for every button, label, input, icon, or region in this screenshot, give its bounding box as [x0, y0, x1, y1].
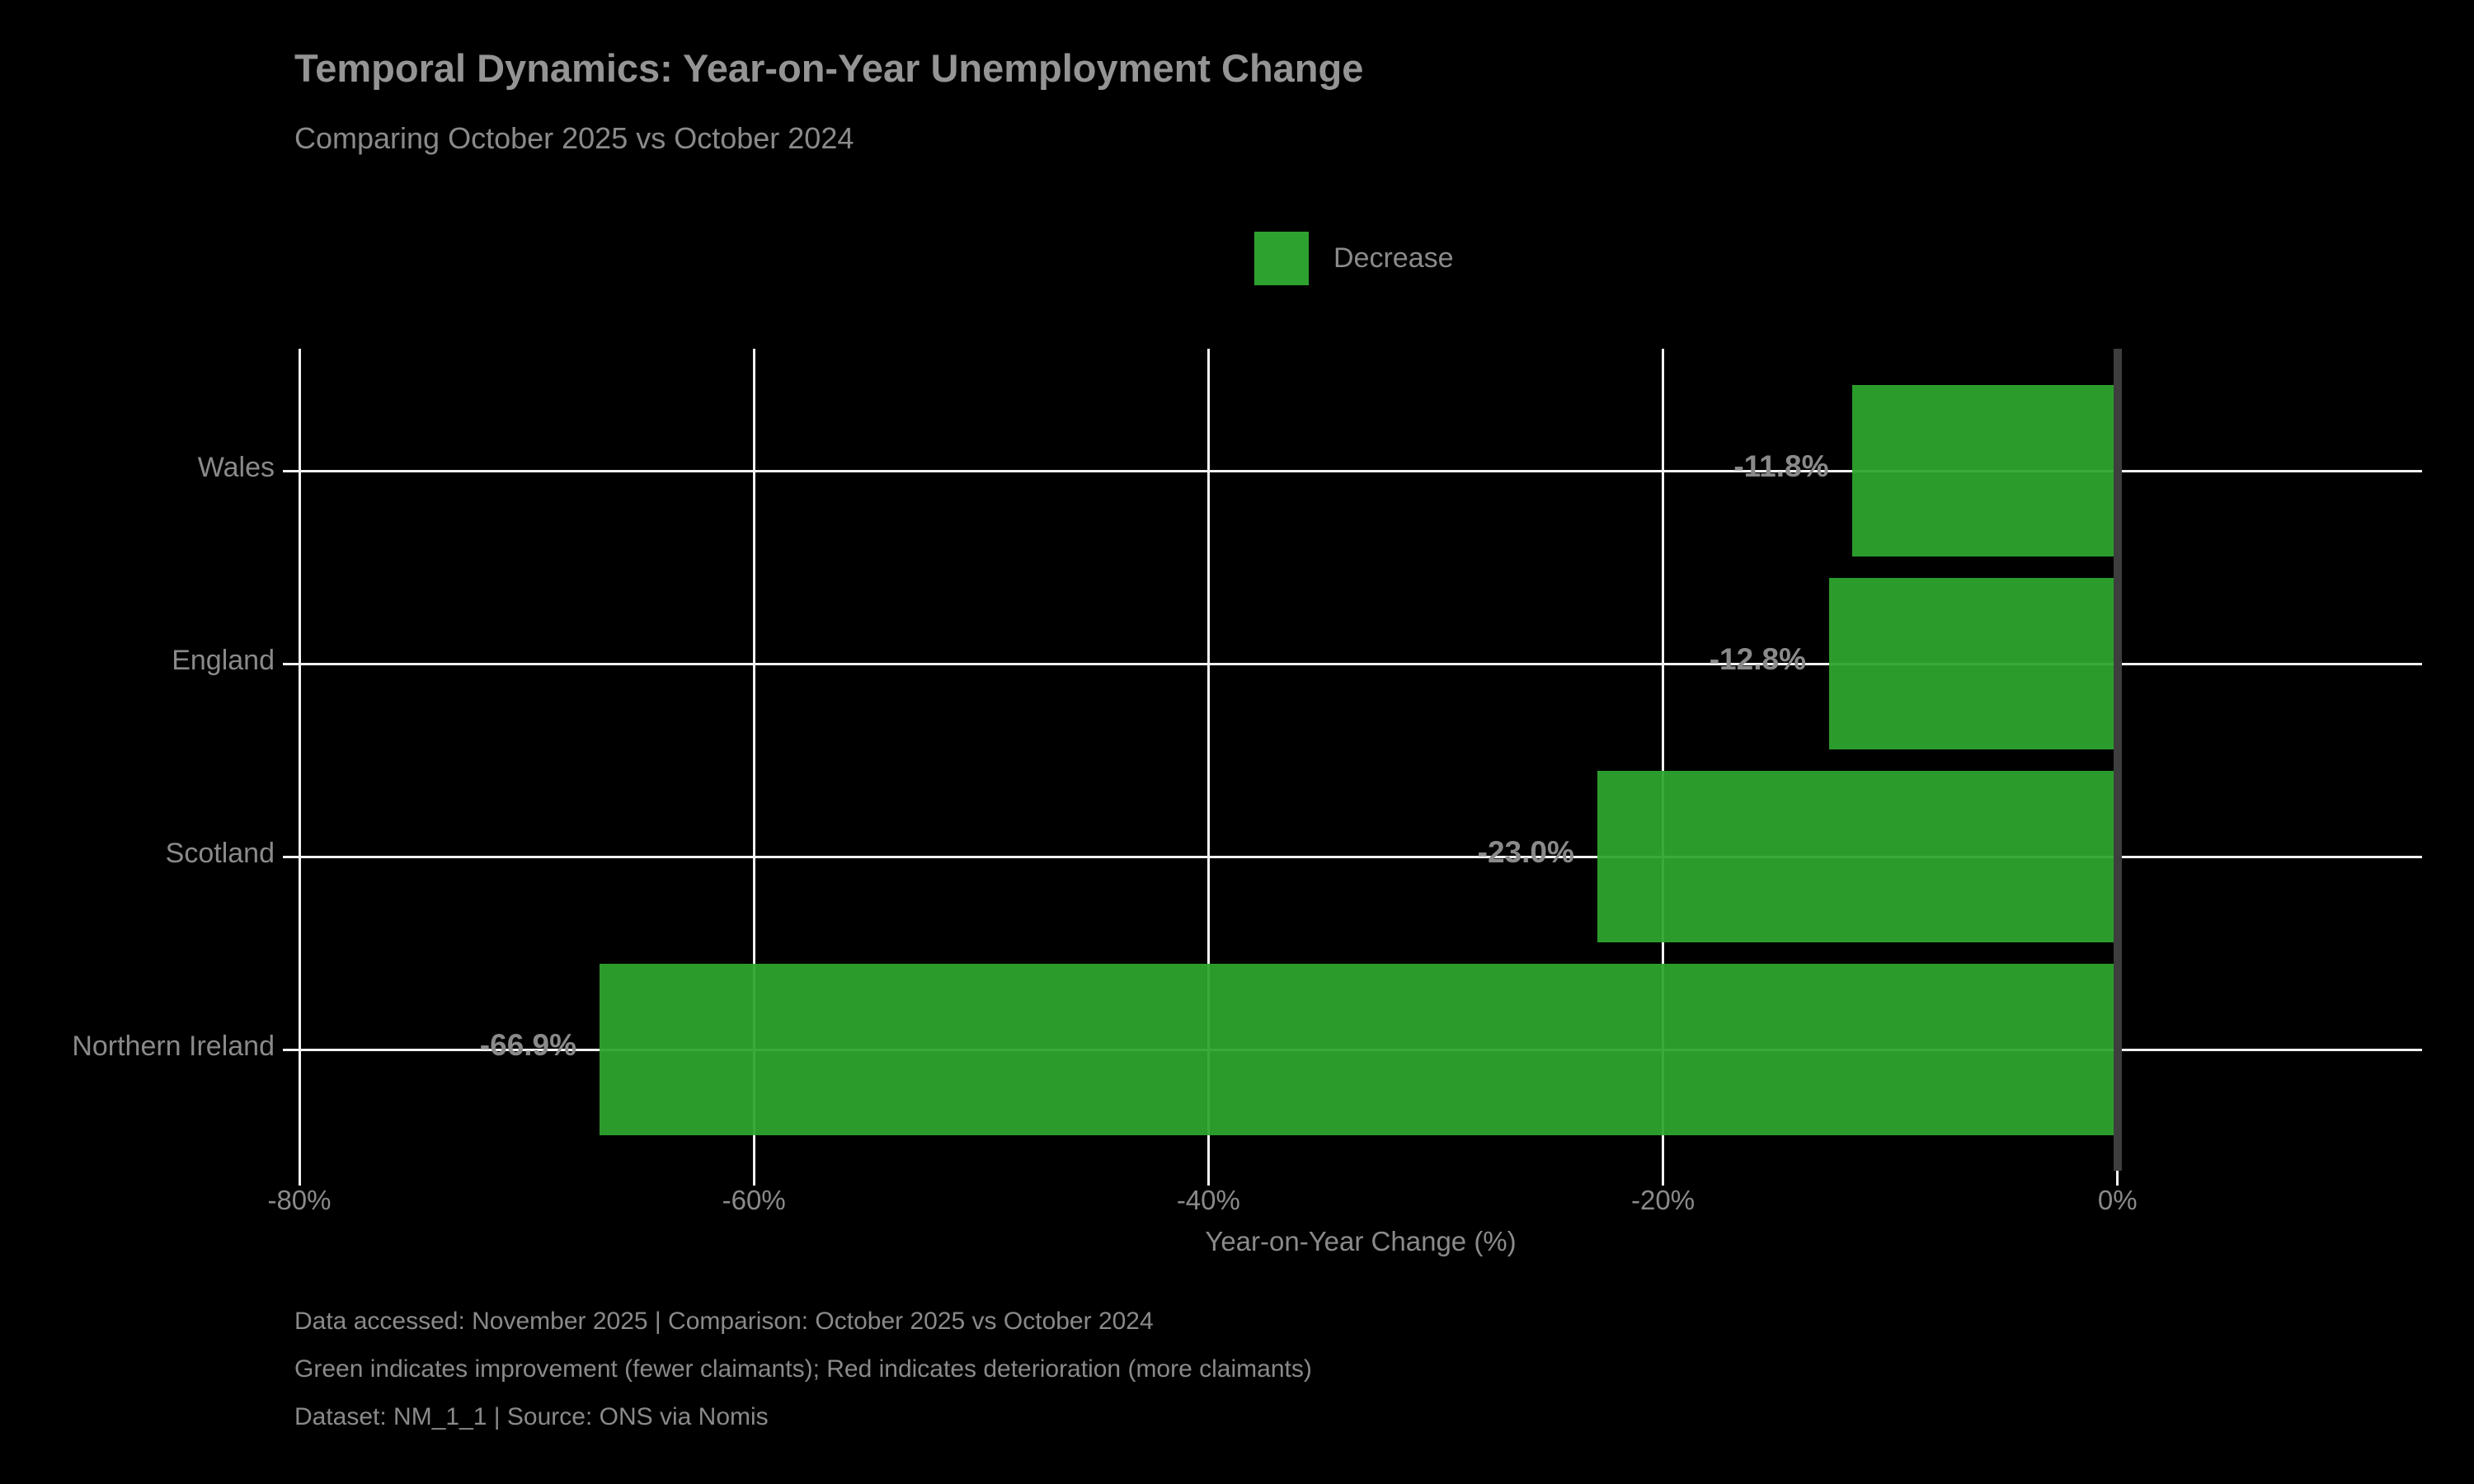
gridline-horizontal-scotland [299, 855, 2422, 858]
gridline-vertical--40% [1206, 349, 1210, 1171]
x-tick-label--60%: -60% [722, 1185, 786, 1215]
bar-value-label-england: -12.8% [1709, 642, 1806, 676]
footer-line-data-accessed: Data accessed: November 2025 | Compariso… [294, 1308, 1154, 1335]
legend-decrease-swatch [1254, 232, 1309, 285]
x-tick-label--40%: -40% [1176, 1185, 1240, 1215]
plot-area: -80% -60% -40% -20% 0% Wales -11.8% England -12.… [72, 349, 2422, 1215]
y-tick-label-northern-ireland: Northern Ireland [72, 1031, 275, 1062]
x-tick--40% [1206, 1171, 1210, 1186]
legend: Decrease [1254, 232, 1454, 285]
y-tick-scotland [283, 855, 299, 858]
bar-northern-ireland [600, 964, 2120, 1135]
bar-scotland [1597, 771, 2120, 942]
x-tick-label--20%: -20% [1631, 1185, 1696, 1215]
chart-title: Temporal Dynamics: Year-on-Year Unemploy… [294, 46, 1364, 90]
gridline-horizontal-wales [299, 469, 2422, 472]
x-tick--20% [1662, 1171, 1665, 1186]
gridline-vertical--20% [1662, 349, 1665, 1171]
footer-line-source: Dataset: NM_1_1 | Source: ONS via Nomis [294, 1403, 769, 1430]
y-tick-label-england: England [172, 645, 275, 676]
bar-england [1828, 578, 2120, 749]
y-tick-northern-ireland [283, 1048, 299, 1051]
gridline-horizontal-england [299, 662, 2422, 665]
zero-axis-line [2113, 349, 2122, 1171]
gridline-vertical--60% [752, 349, 755, 1171]
x-axis-label: Year-on-Year Change (%) [1205, 1226, 1517, 1256]
chart-subtitle: Comparing October 2025 vs October 2024 [294, 121, 854, 155]
y-tick-label-scotland: Scotland [165, 838, 275, 869]
legend-decrease-label: Decrease [1333, 242, 1454, 274]
y-tick-label-wales: Wales [197, 452, 275, 483]
bar-value-label-scotland: -23.0% [1477, 835, 1574, 869]
bar-wales [1851, 385, 2120, 556]
bar-value-label-wales: -11.8% [1733, 449, 1829, 483]
footer-line-color-key: Green indicates improvement (fewer claim… [294, 1355, 1312, 1383]
x-tick-label-0%: 0% [2097, 1185, 2138, 1215]
y-tick-wales [283, 469, 299, 472]
x-tick--60% [752, 1171, 755, 1186]
y-tick-england [283, 662, 299, 665]
x-tick-label--80%: -80% [267, 1185, 332, 1215]
gridline-vertical--80% [298, 349, 301, 1171]
x-tick--80% [298, 1171, 301, 1186]
bar-value-label-northern-ireland: -66.9% [479, 1028, 577, 1062]
x-tick-0% [2116, 1171, 2119, 1186]
